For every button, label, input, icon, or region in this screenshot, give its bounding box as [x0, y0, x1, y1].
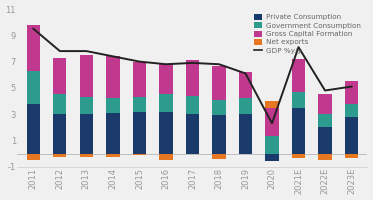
Bar: [80, 55, 93, 97]
Bar: [106, 98, 119, 113]
Legend: Private Consumption, Government Consumption, Gross Capital Formation, Net export: Private Consumption, Government Consumpt…: [251, 11, 364, 57]
Bar: [292, 108, 305, 154]
Bar: [27, 71, 40, 104]
Bar: [106, 56, 119, 98]
Bar: [80, 97, 93, 114]
Bar: [159, 112, 173, 154]
Bar: [319, 94, 332, 114]
Bar: [53, 94, 66, 114]
Bar: [53, 114, 66, 154]
Bar: [212, 115, 226, 154]
Bar: [239, 98, 252, 114]
Bar: [133, 62, 146, 97]
Bar: [345, 104, 358, 117]
Bar: [239, 114, 252, 154]
Bar: [212, 100, 226, 115]
Bar: [319, 127, 332, 154]
Bar: [292, 154, 305, 158]
Bar: [212, 66, 226, 100]
Bar: [53, 58, 66, 94]
Bar: [133, 97, 146, 112]
Bar: [186, 60, 199, 96]
Bar: [345, 117, 358, 154]
Bar: [292, 59, 305, 92]
Bar: [27, 25, 40, 71]
Bar: [133, 112, 146, 154]
Bar: [80, 154, 93, 157]
Bar: [159, 64, 173, 94]
Bar: [186, 114, 199, 154]
Bar: [345, 154, 358, 158]
Bar: [186, 96, 199, 114]
Bar: [106, 113, 119, 154]
Bar: [319, 114, 332, 127]
Bar: [53, 154, 66, 157]
Bar: [212, 154, 226, 159]
Bar: [159, 154, 173, 160]
Bar: [265, 101, 279, 108]
Bar: [239, 72, 252, 98]
Bar: [265, 108, 279, 136]
Bar: [345, 81, 358, 104]
Bar: [159, 94, 173, 112]
Bar: [319, 154, 332, 160]
Bar: [133, 154, 146, 155]
Bar: [265, 154, 279, 161]
Bar: [27, 104, 40, 154]
Bar: [106, 154, 119, 157]
Bar: [292, 92, 305, 108]
Bar: [265, 136, 279, 154]
Bar: [27, 154, 40, 160]
Bar: [80, 114, 93, 154]
